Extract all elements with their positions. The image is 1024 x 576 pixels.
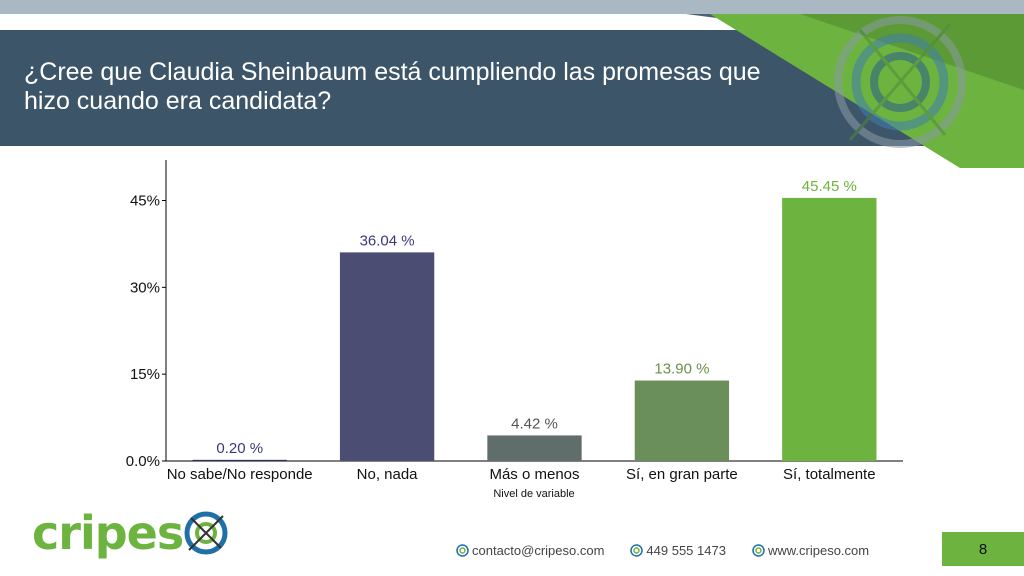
category-label: Más o menos	[489, 466, 579, 483]
category-label: No, nada	[357, 466, 419, 483]
category-label: Sí, en gran parte	[626, 466, 738, 483]
bar-chart: 0.0% 15% 30% 45% 0.20 % 36.04 % 4.42 % 13.90 %…	[126, 160, 903, 500]
category-label: No sabe/No responde	[167, 466, 313, 483]
bar	[192, 459, 287, 461]
email-text: contacto@cripeso.com	[472, 542, 605, 558]
y-axis-ticks: 0.0% 15% 30% 45%	[126, 193, 166, 470]
footer-email[interactable]: contacto@cripeso.com	[456, 543, 604, 558]
logo-text-cripes: cripes	[32, 506, 184, 560]
y-tick-label: 30%	[130, 279, 160, 296]
bar	[487, 435, 582, 461]
target-watermark-icon	[834, 16, 966, 148]
bar-value-label: 45.45 %	[802, 178, 857, 195]
website-text: www.cripeso.com	[767, 542, 870, 558]
bar-group	[192, 197, 877, 461]
value-labels: 0.20 % 36.04 % 4.42 % 13.90 % 45.45 %	[216, 178, 856, 457]
slide-title: ¿Cree que Claudia Sheinbaum está cumplie…	[24, 58, 761, 115]
category-label: Sí, totalmente	[783, 466, 876, 483]
footer-website[interactable]: www.cripeso.com	[752, 543, 869, 558]
logo-target-icon	[184, 511, 228, 555]
bar	[339, 252, 435, 461]
page-number: 8	[942, 532, 1024, 566]
footer-contact: contacto@cripeso.com 449 555 1473 www.cr…	[456, 540, 869, 560]
y-tick-label: 15%	[130, 366, 160, 383]
top-strip	[0, 0, 1024, 14]
target-bullet-icon	[630, 543, 644, 557]
footer-phone[interactable]: 449 555 1473	[630, 543, 726, 558]
bar-value-label: 13.90 %	[654, 361, 709, 378]
y-tick-label: 0.0%	[126, 453, 160, 470]
cripeso-logo: cripes	[32, 503, 229, 563]
bar-value-label: 4.42 %	[511, 415, 558, 432]
target-bullet-icon	[752, 543, 765, 557]
bar	[634, 380, 730, 461]
target-bullet-icon	[456, 543, 469, 557]
corner-decoration	[686, 14, 1024, 168]
bar-value-label: 36.04 %	[360, 232, 415, 249]
x-axis-title: Nivel de variable	[493, 488, 574, 500]
category-labels: No sabe/No responde No, nada Más o menos Sí…	[167, 466, 876, 483]
bar	[782, 197, 877, 461]
phone-text: 449 555 1473	[646, 542, 726, 558]
y-tick-label: 45%	[130, 193, 160, 210]
bar-value-label: 0.20 %	[216, 440, 263, 457]
